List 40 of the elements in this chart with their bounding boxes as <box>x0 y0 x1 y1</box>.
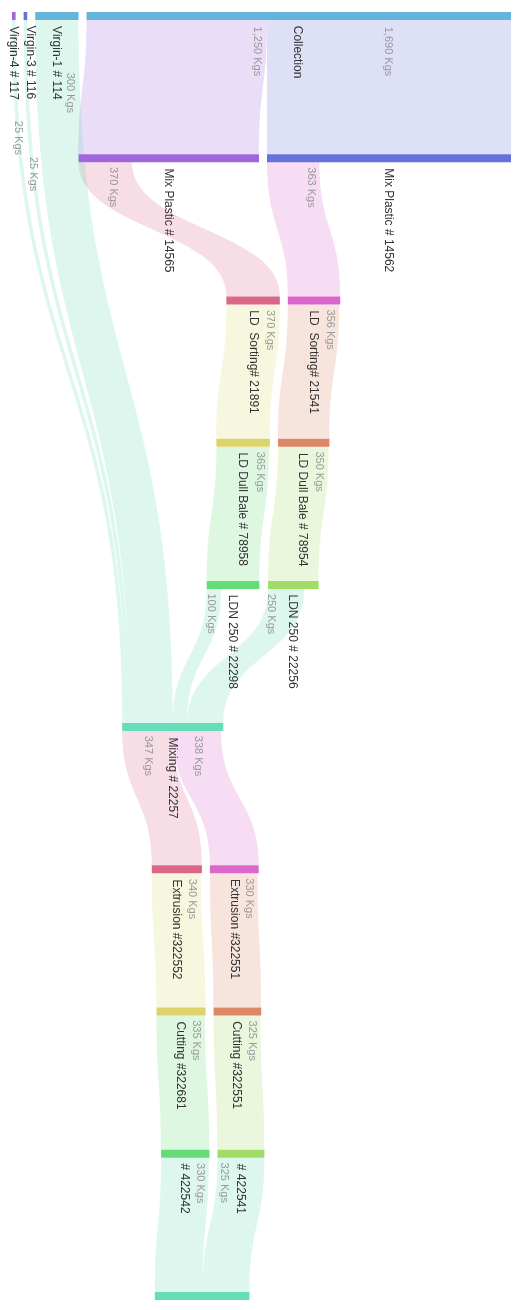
category-label: Extrusion #322552 <box>170 879 185 980</box>
data-label: 1,250 Kgs <box>251 26 264 77</box>
category-label: Mixing # 22257 <box>165 737 180 820</box>
data-label: 363 Kgs <box>306 167 319 209</box>
category-label: Mix Plastic # 14562 <box>382 168 397 273</box>
category-label: Cutting #322681 <box>173 1021 188 1110</box>
category-label: Virgin-1 # 114 <box>49 26 64 101</box>
category-label: LD Dull Bale # 78958 <box>235 452 250 567</box>
category-label: LD Sorting# 21891 <box>246 310 261 415</box>
data-label: 25 Kgs <box>13 120 26 156</box>
data-label: 250 Kgs <box>266 593 279 635</box>
category-label: LDN 250 # 22298 <box>225 594 240 690</box>
category-label: Virgin-4 # 117 <box>6 26 21 101</box>
data-label: 330 Kgs <box>194 1163 207 1204</box>
data-label: 365 Kgs <box>254 451 267 493</box>
data-label: 356 Kgs <box>324 309 337 351</box>
data-label: 325 Kgs <box>246 1020 259 1062</box>
data-label: 1,690 Kgs <box>382 26 395 77</box>
data-label: 100 Kgs <box>206 593 219 635</box>
data-label: 338 Kgs <box>192 735 205 777</box>
category-label: LD Sorting# 21541 <box>307 310 322 415</box>
category-label: # 422541 <box>233 1163 248 1215</box>
data-label: 370 Kgs <box>107 166 120 208</box>
data-label: 335 Kgs <box>191 1020 204 1061</box>
category-label: LDN 250 # 22256 <box>286 594 301 689</box>
data-label: 25 Kgs <box>28 156 40 192</box>
data-label: 370 Kgs <box>265 309 278 351</box>
data-label: 300 Kgs <box>65 72 78 114</box>
category-label: LD Dull Bale # 78954 <box>296 452 311 567</box>
category-label: # 422542 <box>178 1163 193 1214</box>
data-label: 330 Kgs <box>243 878 256 920</box>
category-label: Collection <box>291 25 306 79</box>
category-label: Mix Plastic # 14565 <box>161 168 176 273</box>
data-label: 340 Kgs <box>186 878 199 920</box>
data-label: 347 Kgs <box>142 735 155 777</box>
category-label: Virgin-3 # 116 <box>24 25 39 100</box>
category-label: Extrusion #322551 <box>227 879 242 980</box>
data-label: 325 Kgs <box>219 1162 232 1204</box>
category-label: Cutting #322551 <box>229 1021 244 1110</box>
data-label: 350 Kgs <box>314 451 327 493</box>
